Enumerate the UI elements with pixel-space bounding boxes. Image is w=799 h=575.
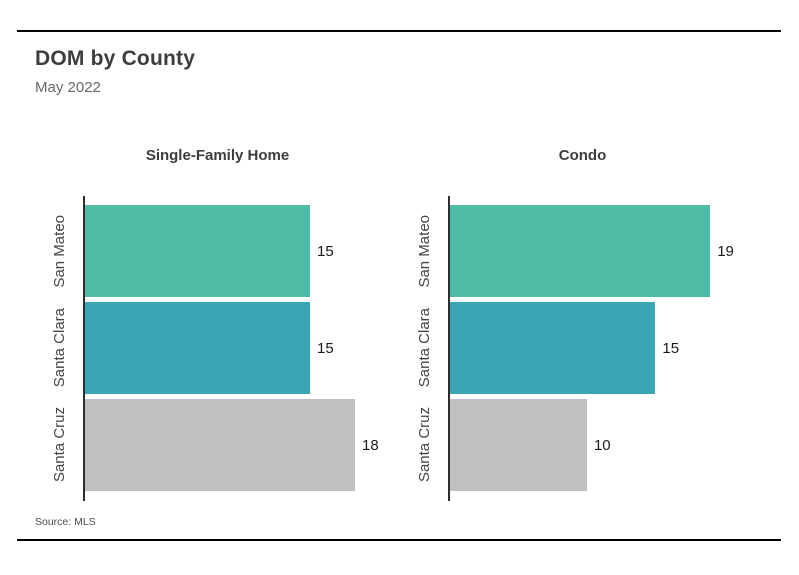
plot-area-single-family: 15 15 18 bbox=[83, 196, 400, 501]
category-label-cell: San Mateo bbox=[35, 205, 83, 297]
value-label: 15 bbox=[662, 339, 680, 357]
category-axis-labels: San Mateo Santa Clara Santa Cruz bbox=[400, 196, 448, 501]
bar-row: 18 bbox=[85, 399, 400, 491]
bar-santa-clara bbox=[450, 302, 656, 394]
category-label-santa-clara: Santa Clara bbox=[50, 308, 68, 388]
page-title: DOM by County bbox=[35, 47, 196, 70]
value-label: 15 bbox=[317, 242, 334, 260]
bar-santa-cruz bbox=[85, 399, 355, 491]
value-label: 15 bbox=[317, 339, 334, 357]
panel-body-single-family: San Mateo Santa Clara Santa Cruz 15 bbox=[35, 196, 400, 501]
top-divider bbox=[17, 30, 781, 32]
panel-condo: Condo San Mateo Santa Clara Santa Cruz bbox=[400, 147, 765, 501]
value-label: 18 bbox=[362, 436, 379, 454]
category-label-san-mateo: San Mateo bbox=[50, 214, 68, 288]
chart-header: DOM by County May 2022 bbox=[35, 47, 195, 96]
category-label-cell: Santa Clara bbox=[35, 302, 83, 394]
bar-row: 15 bbox=[85, 302, 400, 394]
category-label-cell: Santa Cruz bbox=[400, 399, 448, 491]
bar-row: 15 bbox=[450, 302, 765, 394]
category-label-cell: Santa Cruz bbox=[35, 399, 83, 491]
plot-area-condo: 19 15 10 bbox=[448, 196, 765, 501]
bar-row: 15 bbox=[85, 205, 400, 297]
category-label-cell: Santa Clara bbox=[400, 302, 448, 394]
bar-row: 10 bbox=[450, 399, 765, 491]
category-label-santa-cruz: Santa Cruz bbox=[50, 407, 68, 483]
page-subtitle: May 2022 bbox=[35, 79, 101, 96]
bar-san-mateo bbox=[450, 205, 711, 297]
source-note: Source: MLS bbox=[35, 516, 96, 528]
category-label-cell: San Mateo bbox=[400, 205, 448, 297]
category-axis-labels: San Mateo Santa Clara Santa Cruz bbox=[35, 196, 83, 501]
bottom-divider bbox=[17, 539, 781, 541]
bar-santa-cruz bbox=[450, 399, 587, 491]
category-label-santa-clara: Santa Clara bbox=[415, 308, 433, 388]
panel-body-condo: San Mateo Santa Clara Santa Cruz 19 bbox=[400, 196, 765, 501]
panel-title-condo: Condo bbox=[558, 147, 607, 164]
value-label: 10 bbox=[593, 436, 611, 454]
bar-santa-clara bbox=[85, 302, 310, 394]
bar-san-mateo bbox=[85, 205, 310, 297]
category-label-san-mateo: San Mateo bbox=[415, 214, 433, 288]
charts-row: Single-Family Home San Mateo Santa Clara… bbox=[35, 147, 765, 501]
category-label-santa-cruz: Santa Cruz bbox=[415, 407, 433, 483]
value-label: 19 bbox=[717, 242, 734, 260]
panel-title-single-family: Single-Family Home bbox=[145, 147, 290, 164]
bar-row: 19 bbox=[450, 205, 765, 297]
panel-single-family: Single-Family Home San Mateo Santa Clara… bbox=[35, 147, 400, 501]
